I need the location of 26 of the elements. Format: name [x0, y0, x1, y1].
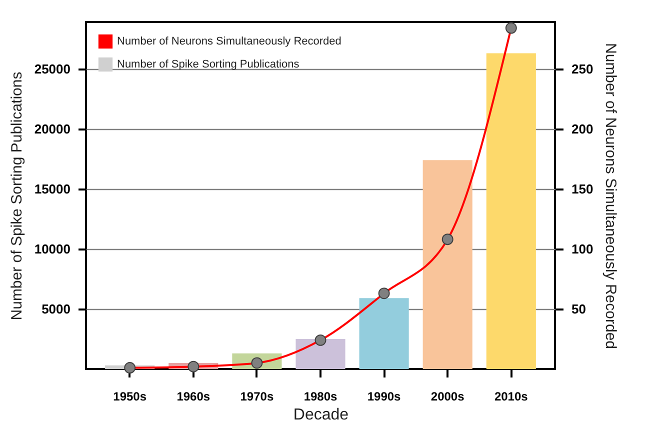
- y-tick-label: 15000: [34, 181, 70, 196]
- y2-tick-label: 250: [572, 61, 594, 76]
- y-tick-label: 20000: [34, 121, 70, 136]
- bar: [486, 53, 536, 369]
- x-tick-label: 1960s: [176, 390, 210, 404]
- bar: [359, 298, 409, 369]
- x-tick-label: 1950s: [113, 390, 147, 404]
- legend-label: Number of Spike Sorting Publications: [117, 58, 300, 70]
- legend-label: Number of Neurons Simultaneously Recorded: [117, 36, 342, 48]
- y2-axis-title: Number of Neurons Simultaneously Recorded: [602, 43, 620, 349]
- y-tick-label: 25000: [34, 61, 70, 76]
- x-tick-label: 1990s: [367, 390, 402, 404]
- y-tick-label: 10000: [34, 241, 70, 256]
- x-axis-title: Decade: [293, 406, 349, 424]
- y-tick-label: 5000: [42, 301, 70, 316]
- x-tick-label: 2010s: [494, 390, 528, 404]
- y2-tick-label: 50: [572, 301, 586, 316]
- x-tick-label: 1980s: [304, 390, 338, 404]
- y2-tick-label: 100: [572, 241, 594, 256]
- x-tick-label: 1970s: [240, 390, 274, 404]
- y2-tick-label: 150: [572, 181, 594, 196]
- bar: [296, 338, 346, 369]
- y2-tick-label: 200: [572, 121, 594, 136]
- y-axis-title: Number of Spike Sorting Publications: [8, 72, 26, 320]
- bar: [422, 160, 472, 369]
- x-tick-label: 2000s: [430, 390, 465, 404]
